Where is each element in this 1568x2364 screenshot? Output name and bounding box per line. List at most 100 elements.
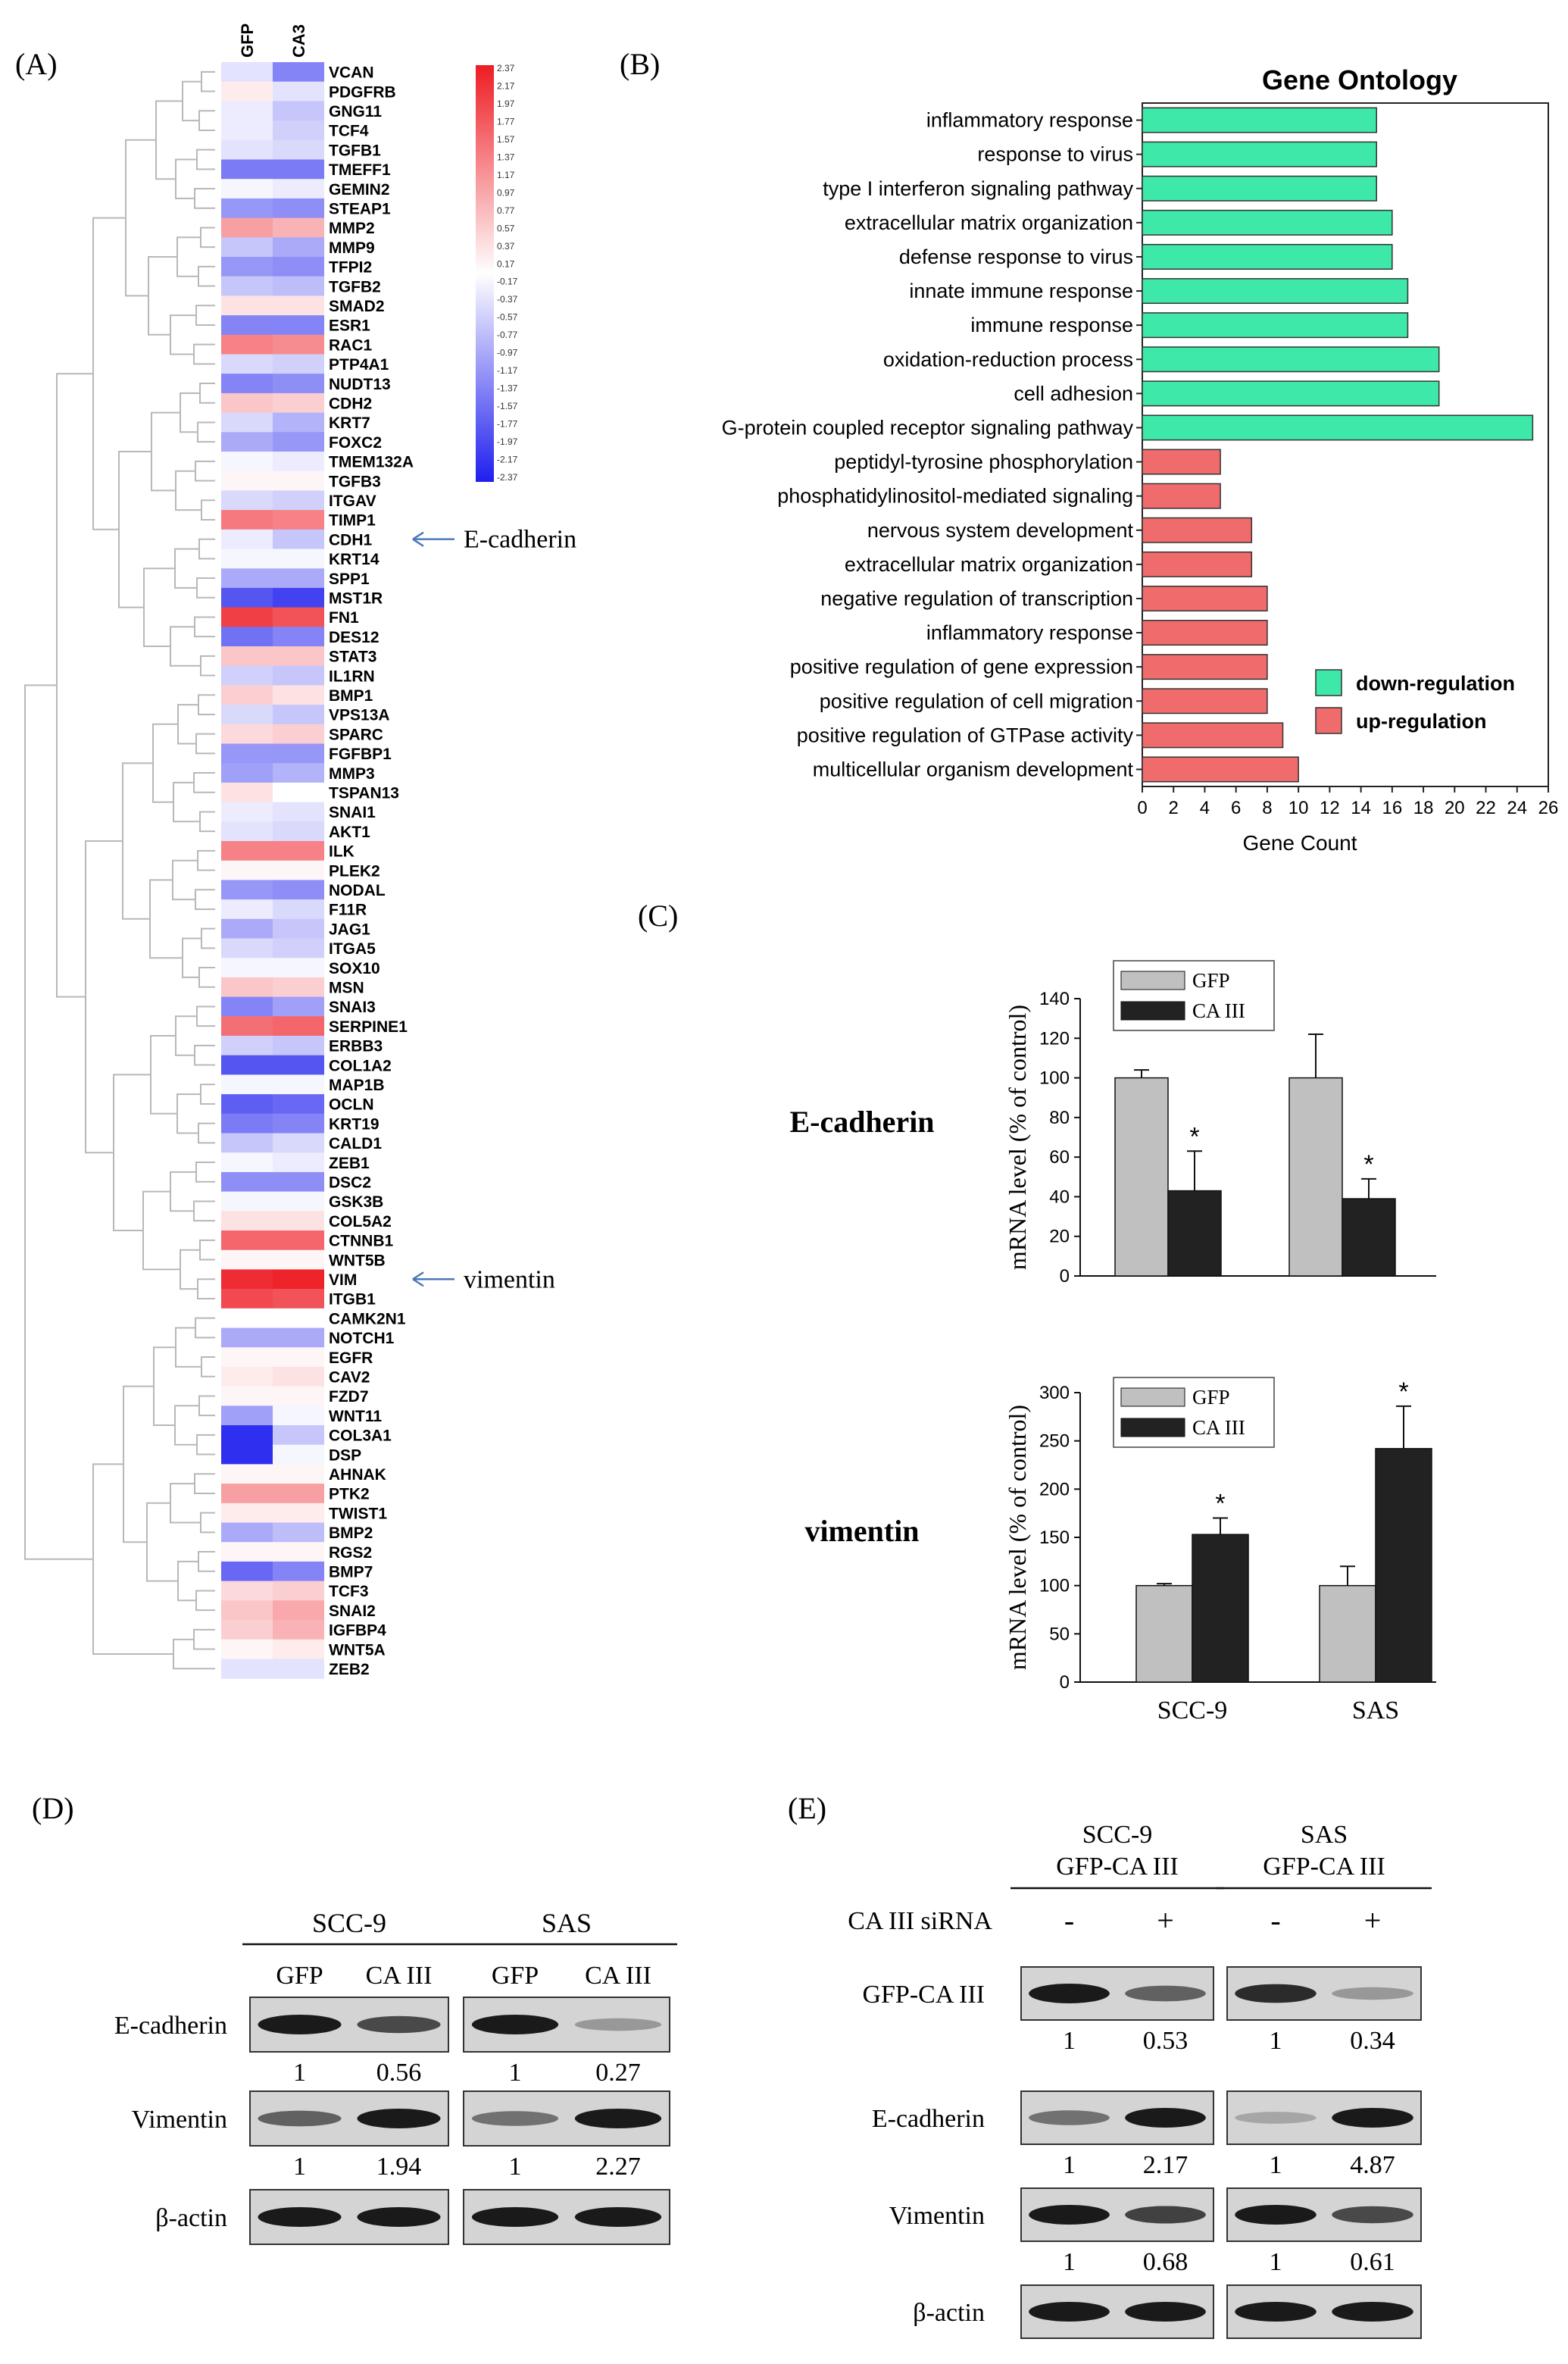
blot-band [1235,2112,1317,2124]
heatmap-gene-label: CALD1 [329,1135,382,1152]
heatmap-gene-label: VIM [329,1271,357,1289]
blot-quant-value: 1 [1270,2151,1282,2179]
heatmap-gene-label: SPARC [329,726,383,743]
heatmap-cell [221,1269,273,1290]
dendrogram-branch [24,684,93,1560]
dendrogram-branch [170,1171,196,1212]
dendrogram-branch [149,879,183,959]
go-x-tick-label: 0 [1137,798,1147,818]
y-tick-label: 20 [1049,1227,1070,1247]
chart-title: E-cadherin [789,1105,934,1139]
heatmap-gene-label: RAC1 [329,336,372,354]
colorbar-tick-label: 1.57 [497,134,515,145]
blot-quant-value: 2.27 [595,2153,641,2181]
heatmap-cell [221,665,273,686]
heatmap-gene-label: STEAP1 [329,200,391,217]
heatmap-cell [273,1484,324,1504]
bar [1342,1198,1396,1277]
y-tick-label: 150 [1039,1528,1070,1548]
heatmap-gene-label: MST1R [329,589,383,607]
heatmap-cell [273,276,324,296]
heatmap-gene-label: FZD7 [329,1388,369,1406]
dendrogram-branch [201,1356,215,1377]
heatmap-cell [221,1386,273,1406]
blot-lane-label: GFP [276,1962,323,1990]
y-tick-label: 100 [1039,1068,1070,1089]
dendrogram-branch [198,1395,215,1417]
heatmap-gene-label: BMP7 [329,1563,373,1581]
blot-quant-value: 1 [293,2153,306,2181]
go-category-label: multicellular organism development [813,758,1134,780]
heatmap-cell [273,918,324,940]
blot-group-label: SCC-9 [312,1908,386,1938]
heatmap-cell [273,1581,324,1601]
colorbar-tick-label: -1.77 [497,419,518,430]
heatmap-cell [221,549,273,569]
go-bar [1142,688,1268,715]
blot-group-sublabel: GFP-CA III [1263,1853,1385,1881]
dendrogram-branch [170,314,196,355]
heatmap-gene-label: DES12 [329,629,380,646]
go-bar [1142,585,1268,611]
heatmap-gene-label: FOXC2 [329,434,382,452]
dendrogram-branch [175,470,201,511]
heatmap-cell [221,334,273,355]
blot-lane-label: CA III [585,1962,651,1990]
dendrogram-branch [198,1551,215,1572]
y-axis-label: mRNA level (% of control) [1004,1405,1031,1670]
heatmap-gene-label: KRT19 [329,1115,380,1133]
heatmap-gene-label: NOTCH1 [329,1330,395,1347]
dendrogram-branch [199,1239,215,1261]
dendrogram-branch [196,149,215,170]
heatmap-cell [273,996,324,1017]
dendrogram-branch [176,236,201,277]
dendrogram-branch [177,1560,198,1602]
blot-row-label: β-actin [913,2299,985,2327]
dendrogram-branch [146,1502,178,1582]
blot-band [357,2207,441,2227]
blot-band [1029,2205,1110,2225]
go-x-tick-label: 18 [1413,798,1434,818]
heatmap-cell [273,782,324,803]
bar [1114,1077,1169,1277]
heatmap-cell [273,743,324,764]
heatmap-column-label: CA3 [289,24,308,58]
dendrogram-branch [196,1434,215,1456]
dendrogram-branch [201,499,215,521]
heatmap-gene-label: WNT5B [329,1252,386,1269]
go-bar [1142,449,1221,475]
heatmap-gene-label: SERPINE1 [329,1018,408,1036]
heatmap-gene-label: NODAL [329,882,386,899]
dendrogram-branch [197,1278,215,1299]
legend-swatch [1120,1418,1185,1437]
blot-band [1125,2206,1206,2224]
dendrogram-branch [200,1084,215,1105]
heatmap-cell [221,354,273,374]
dendrogram-branch [174,548,199,589]
blot-quant-value: 1 [1063,2248,1076,2276]
go-category-label: immune response [970,314,1133,336]
go-legend-label: up-regulation [1356,710,1486,733]
heatmap-gene-label: GEMIN2 [329,181,390,199]
y-axis-label: mRNA level (% of control) [1004,1005,1031,1270]
go-category-label: response to virus [977,143,1133,166]
dendrogram-branch [175,1015,197,1056]
heatmap-gene-label: IL1RN [329,668,375,685]
heatmap-cell [221,81,273,102]
heatmap-cell [273,705,324,725]
go-category-label: positive regulation of GTPase activity [797,724,1134,746]
heatmap-cell [273,1366,324,1387]
dendrogram-branch [194,616,215,638]
vimentin-mrna-chart: 0 50 100 150 200 250 300 mRNA level (% of contr… [804,1377,1436,1725]
colorbar-tick-label: 2.17 [497,80,515,91]
heatmap-gene-label: IGFBP4 [329,1622,386,1640]
heatmap-cell [221,1308,273,1329]
heatmap-cell [221,217,273,238]
panel-label-e: (E) [788,1791,826,1825]
significance-mark: * [1215,1490,1225,1518]
go-category-label: innate immune response [909,280,1133,302]
colorbar-tick-label: -0.17 [497,277,518,287]
heatmap-cell [221,1055,273,1075]
heatmap-cell [221,802,273,822]
colorbar-tick-label: -2.17 [497,455,518,465]
